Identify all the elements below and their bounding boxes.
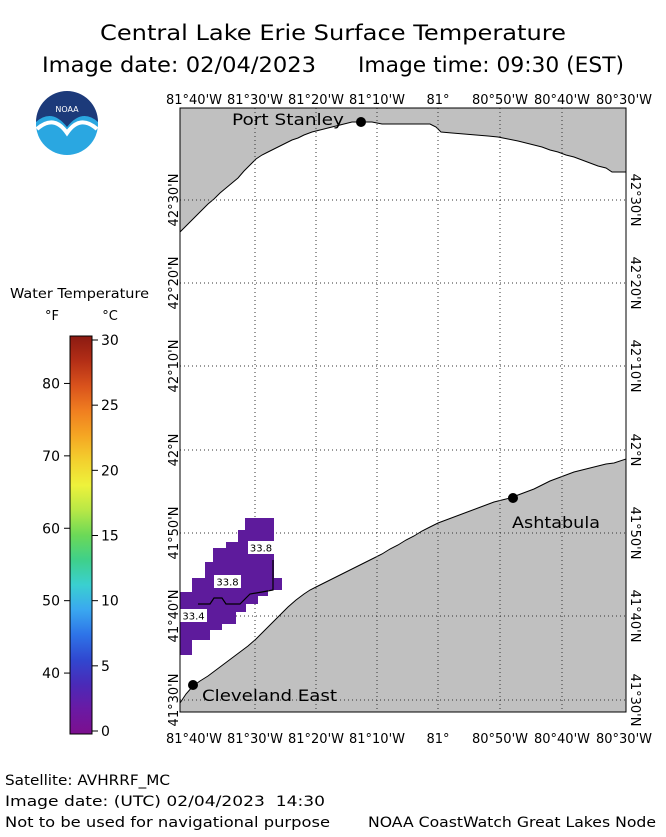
colorbar-ticks-c: 30 25 20 15 10 5 0 [92,333,119,740]
contour-label: 33.4 [180,609,207,623]
colorbar [69,335,93,735]
contour-label: 33.8 [248,541,274,555]
image-date: Image date: 02/04/2023 [42,53,316,77]
footer-utc-date: Image date: (UTC) 02/04/2023 14:30 [5,794,325,810]
graticule [180,108,626,712]
contour-label-text: 33.8 [216,578,238,589]
lat-label-right: 41°30'N [627,674,642,727]
land-south-shore [180,458,626,712]
noaa-logo: NOAA [35,91,99,155]
temperature-contour [198,560,274,605]
axis-labels: 81°40'W 81°40'W 81°30'W 81°30'W 81°20'W 81°20… [166,93,652,747]
city-label-cleveland-east: Cleveland East [202,686,337,705]
lat-label-left: 42°30'N [167,174,182,227]
footer-disclaimer: Not to be used for navigational purpose [5,815,330,831]
footer-satellite: Satellite: AVHRRF_MC [5,773,170,789]
lon-label-top: 81°20'W [288,93,344,108]
footer-credit: NOAA CoastWatch Great Lakes Node [368,815,656,831]
colorbar-ticks-f: 80 70 60 50 40 [42,376,70,682]
lon-label-bottom: 80°40'W [534,732,590,747]
colorbar-tick-label-c: 30 [101,333,119,349]
lon-label-bottom: 81°40'W [166,732,222,747]
map-content: 33.8 33.8 33.4 Port Stanley Ashtabula Cl… [180,108,626,712]
lon-label-bottom: 81° [426,732,449,747]
lat-label-left: 42°20'N [167,257,182,310]
logo-lettering: NOAA [55,105,79,114]
contour-label-box [248,541,274,554]
lon-label-top: 80°30'W [596,93,652,108]
city-marker-ashtabula [508,493,518,503]
land-north-shore [180,108,626,233]
contour-label-text: 33.4 [182,612,204,623]
colorbar-tick-label-c: 5 [101,659,110,675]
lon-label-bottom: 80°50'W [472,732,528,747]
colorbar-tick-label-c: 0 [101,724,110,740]
colorbar-tick-label-f: 40 [42,666,60,682]
lat-label-right: 42°30'N [627,174,642,227]
logo-top [36,91,98,127]
lat-label-left: 41°50'N [167,507,182,560]
city-marker-cleveland-east [188,680,198,690]
contour-label-box [214,575,241,588]
lat-label-left: 41°40'N [167,590,182,643]
contour-label-box [180,609,207,622]
colorbar-tick-label-c: 25 [101,398,119,414]
lon-label-top: 81° [426,93,449,108]
contour-label-text: 33.8 [250,544,272,555]
lat-label-left: 42°10'N [167,340,182,393]
lat-label-right: 41°40'N [627,590,642,643]
lon-label-top: 81°30'W [227,93,283,108]
colorbar-tick-label-f: 80 [42,376,60,392]
legend-unit-c: °C [102,309,118,324]
lon-label-bottom: 81°20'W [288,732,344,747]
colorbar-tick-label-c: 20 [101,463,119,479]
lat-label-right: 42°10'N [627,340,642,393]
map-frame [179,107,627,713]
lat-label-right: 41°50'N [627,507,642,560]
colorbar-tick-label-c: 10 [101,594,119,610]
city-marker-port-stanley [356,117,366,127]
legend-unit-f: °F [45,309,59,324]
colorbar-tick-label-f: 50 [42,594,60,610]
lon-label-top: 81°40'W [166,93,222,108]
colorbar-tick-label-c: 15 [101,529,119,545]
legend-title: Water Temperature [10,286,149,302]
map: 33.8 33.8 33.4 Port Stanley Ashtabula Cl… [166,93,652,747]
lon-label-top: 80°40'W [534,93,590,108]
city-label-port-stanley: Port Stanley [232,110,344,129]
logo-gull [35,120,99,137]
lon-label-bottom: 81°10'W [349,732,405,747]
contour-label: 33.8 [214,575,241,589]
lat-label-left: 42°N [167,434,182,467]
colorbar-tick-label-f: 70 [42,449,60,465]
lat-label-right: 42°N [627,434,642,467]
lon-label-top: 80°50'W [472,93,528,108]
city-label-ashtabula: Ashtabula [512,513,600,532]
image-time: Image time: 09:30 (EST) [358,53,624,77]
lat-label-left: 41°30'N [167,674,182,727]
lat-label-right: 42°20'N [627,257,642,310]
figure-title: Central Lake Erie Surface Temperature [100,21,566,45]
lon-label-bottom: 80°30'W [596,732,652,747]
colorbar-tick-label-f: 60 [42,521,60,537]
lon-label-bottom: 81°30'W [227,732,283,747]
lon-label-top: 81°10'W [349,93,405,108]
